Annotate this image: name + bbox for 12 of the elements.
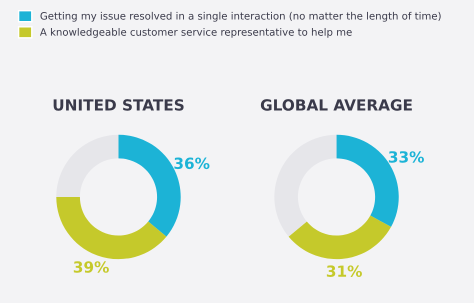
donut-slice <box>274 134 337 237</box>
legend-label: Getting my issue resolved in a single interaction (no matter the length of time) <box>40 12 441 22</box>
data-label: 33% <box>388 151 424 163</box>
data-label: 39% <box>74 261 109 273</box>
data-label: 31% <box>326 265 362 277</box>
text: UNITED STATES <box>54 99 184 111</box>
donut-slice <box>56 134 118 197</box>
data-label: 36% <box>174 158 210 170</box>
chart-title: GLOBAL AVERAGE <box>260 99 412 111</box>
legend-label: A knowledgeable customer service representative to help me <box>40 28 352 38</box>
donut-slice <box>288 216 392 260</box>
donut-slice <box>56 196 166 260</box>
